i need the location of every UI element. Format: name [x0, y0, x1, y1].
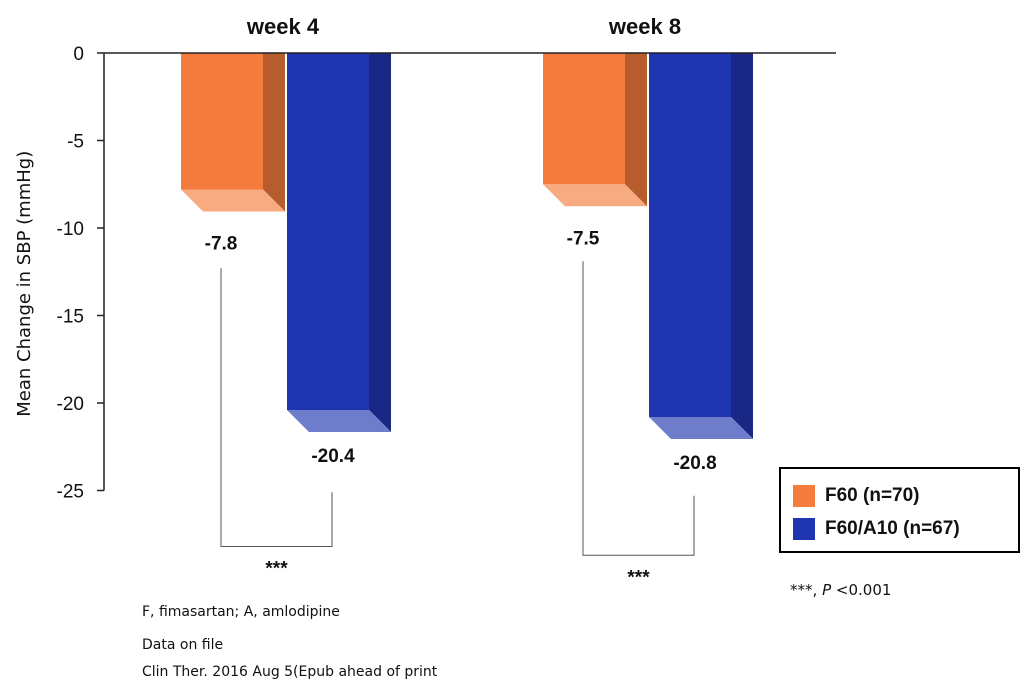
bar [543, 53, 625, 185]
bar [649, 53, 731, 417]
data-label: -7.8 [205, 234, 238, 255]
significance-bracket [582, 261, 695, 556]
significance-stars: *** [265, 559, 288, 580]
data-label: -20.4 [311, 446, 355, 467]
category-title: week 8 [608, 14, 681, 39]
legend-swatch-f60 [793, 485, 815, 507]
data-label: -7.5 [567, 228, 600, 249]
legend-swatch-f60a10 [793, 518, 815, 540]
y-tick-label: -15 [57, 307, 84, 328]
y-tick-label: -20 [57, 394, 84, 415]
bar-side [625, 53, 647, 207]
y-tick-label: -25 [57, 482, 84, 503]
bar-side [263, 53, 285, 212]
pvalue-stars: ***, [790, 581, 818, 599]
category-title: week 4 [246, 14, 320, 39]
legend-label-f60: F60 (n=70) [825, 485, 920, 506]
data-source-note: Data on file [142, 637, 224, 653]
data-label: -20.8 [673, 453, 716, 474]
y-tick-label: -5 [67, 132, 84, 153]
y-tick-label: 0 [73, 44, 84, 65]
pvalue-threshold: <0.001 [835, 581, 892, 599]
bar-bottom [287, 410, 391, 432]
bar-side [731, 53, 753, 439]
legend: F60 (n=70) F60/A10 (n=67) [779, 467, 1020, 553]
legend-label-f60a10: F60/A10 (n=67) [825, 518, 960, 539]
bar-bottom [181, 189, 285, 212]
y-axis-title: Mean Change in SBP (mmHg) [14, 151, 35, 417]
abbreviation-note: F, fimasartan; A, amlodipine [142, 604, 340, 620]
legend-item-f60a10: F60/A10 (n=67) [793, 518, 960, 540]
significance-stars: *** [627, 567, 650, 588]
pvalue-note: ***, P <0.001 [790, 581, 891, 599]
legend-item-f60: F60 (n=70) [793, 485, 920, 507]
bar-side [369, 53, 391, 432]
bar-bottom [543, 184, 647, 207]
bar [287, 53, 369, 410]
y-tick-label: -10 [57, 219, 84, 240]
citation-note: Clin Ther. 2016 Aug 5(Epub ahead of prin… [142, 664, 438, 680]
bar [181, 53, 263, 190]
significance-bracket [220, 268, 333, 547]
bar-bottom [649, 417, 753, 439]
pvalue-p: P [822, 581, 832, 599]
